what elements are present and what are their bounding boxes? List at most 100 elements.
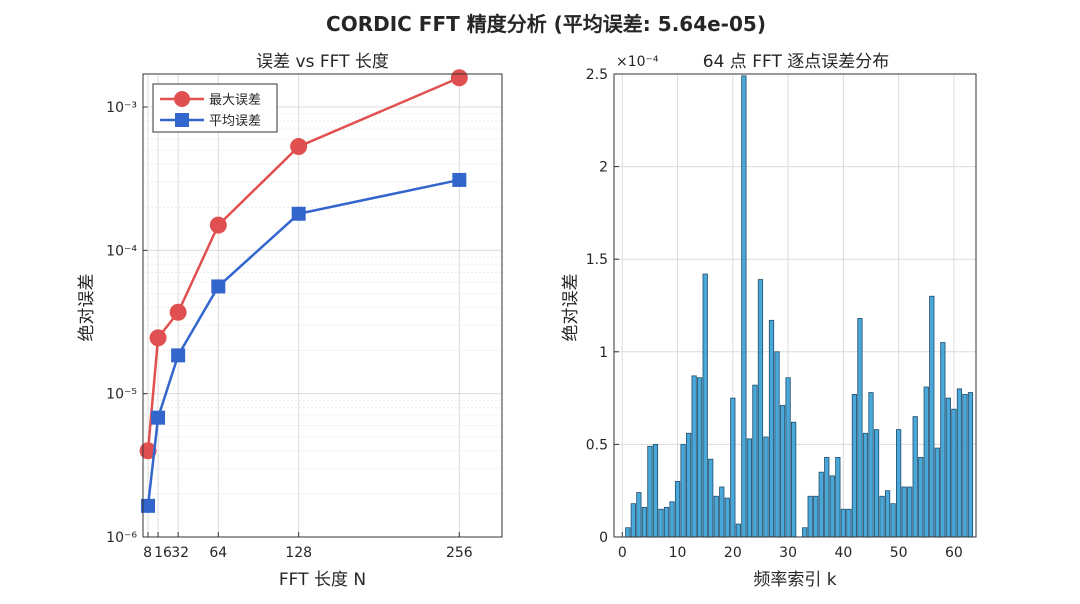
x-tick-label: 128 [285,545,312,561]
bar [680,443,686,538]
y-tick-label: 10⁻⁶ [106,530,137,546]
data-point [290,138,308,156]
bar [829,475,835,538]
bar [901,486,907,538]
bar [713,495,719,538]
bar [630,503,636,538]
bar [951,408,957,538]
bar [962,393,968,538]
bar [669,501,675,538]
x-tick-label: 60 [945,545,963,561]
bar [768,319,775,538]
y-axis-label: 绝对误差 [77,274,97,342]
bar [835,456,841,538]
legend-label: 平均误差 [209,114,261,129]
bar [940,342,946,538]
x-tick-label: 0 [618,545,627,561]
y-tick-label: 2.5 [586,67,608,83]
series-line-0 [146,76,460,451]
bar [824,456,830,538]
data-point [151,410,166,425]
bar [873,429,880,538]
series-line-1 [146,178,460,506]
y-tick-label: 0 [599,530,608,546]
figure-title: CORDIC FFT 精度分析 (平均误差: 5.64e-05) [326,12,766,36]
bar [697,377,703,538]
x-axis-label: FFT 长度 N [279,570,366,590]
bar [868,392,874,538]
data-point [209,216,227,234]
bar [929,295,935,538]
bar [791,421,797,538]
bar [846,508,852,538]
bar [818,471,824,538]
bar [691,375,697,538]
bar [923,386,929,538]
data-point [149,329,167,347]
bar [785,377,791,538]
bar [774,351,780,538]
legend-marker [174,91,190,107]
bar [802,527,808,538]
x-tick-label: 50 [890,545,908,561]
bar [730,397,736,538]
bar [967,392,974,538]
bar [719,486,725,538]
bar [658,508,664,538]
bar [807,495,813,538]
data-point [139,442,157,460]
bar [746,438,753,538]
legend-label: 最大误差 [209,93,261,108]
y-tick-label: 0.5 [586,437,608,453]
axes-frame [613,73,977,538]
bar [956,388,963,538]
x-tick-label: 64 [209,545,227,561]
plot-title: 误差 vs FFT 长度 [256,52,389,72]
bar [840,508,846,538]
plot-area [143,74,502,537]
data-point [169,303,187,321]
data-point [171,348,186,363]
bar [636,492,642,538]
data-point [141,498,156,513]
bar [757,279,764,538]
x-tick-label: 40 [834,545,852,561]
bar [652,443,659,538]
plot-title: 64 点 FFT 逐点误差分布 [703,52,890,72]
bar [862,432,869,538]
bar [663,506,670,538]
bar [879,495,885,538]
bar [647,445,653,538]
bar [779,405,786,538]
y-tick-label: 1 [599,345,608,361]
bar [702,273,708,538]
bar [741,75,747,538]
bar [752,384,758,538]
bar [918,456,924,538]
bar [641,506,648,538]
bar [884,490,891,538]
data-point [450,69,468,87]
bar [763,436,769,538]
y-tick-label: 10⁻⁵ [106,387,137,403]
bar [724,497,730,538]
bar [912,416,918,538]
y-tick-label: 1.5 [586,252,608,268]
bar-chart: 0 0.5 1 1.5 2 2.5 0 10 20 30 40 50 60 ×10⁻⁴ 64 点 FFT 逐… [561,52,977,590]
bar [625,527,631,538]
bar [735,523,741,538]
x-tick-label: 10 [669,545,687,561]
legend-box [152,83,278,133]
bar [945,397,951,538]
data-point [291,206,306,221]
y-tick-label: 2 [599,160,608,176]
x-axis-label: 频率索引 k [753,570,836,590]
x-tick-label: 30 [779,545,797,561]
y-axis-label: 绝对误差 [561,274,581,342]
bar [674,481,681,538]
bar [934,447,940,538]
